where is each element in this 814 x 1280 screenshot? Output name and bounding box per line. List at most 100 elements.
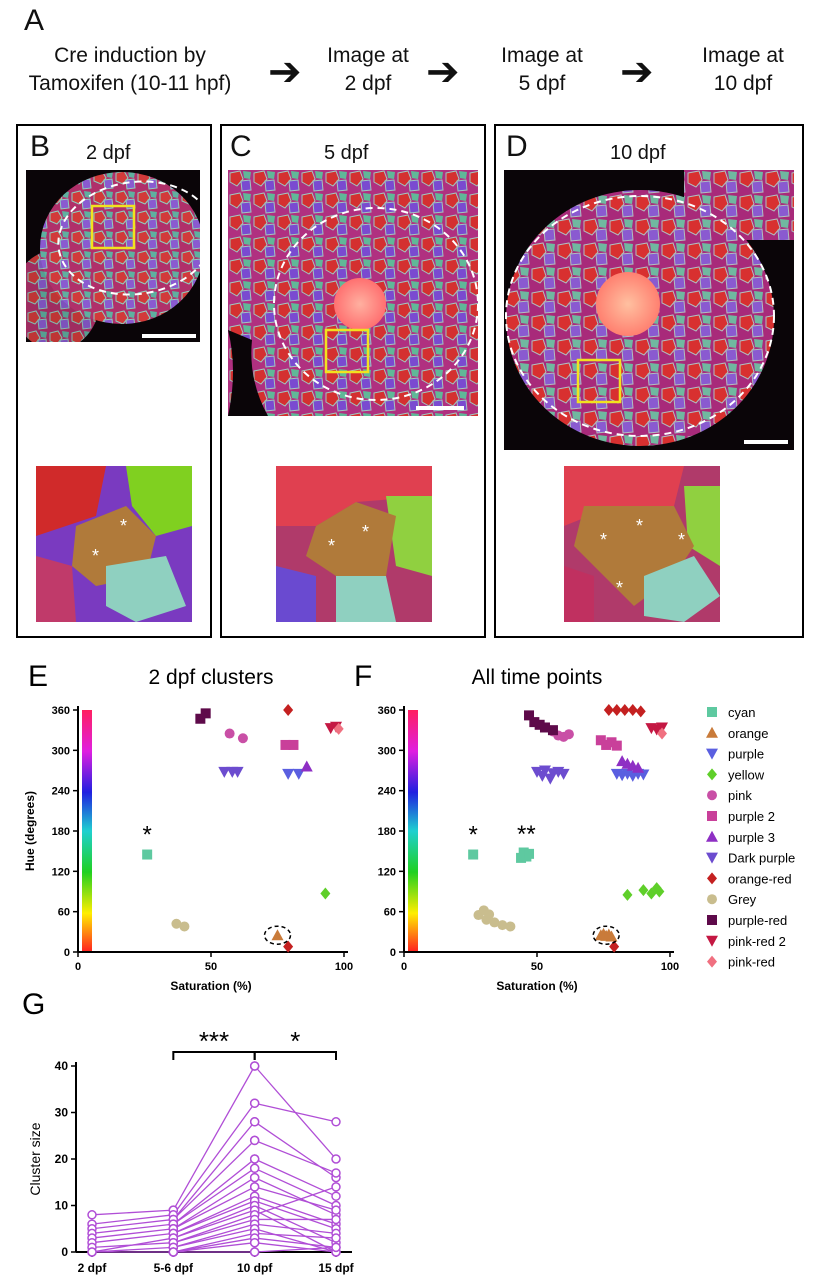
embryo-image-10dpf <box>504 170 794 450</box>
legend-label: purple <box>728 747 764 762</box>
data-point <box>609 940 620 953</box>
legend-marker <box>706 748 718 760</box>
data-point <box>249 1098 260 1108</box>
cluster-line <box>254 1223 337 1235</box>
legend-marker <box>707 790 717 801</box>
y-tick-label: 60 <box>384 907 396 919</box>
cluster-line <box>91 1228 174 1239</box>
x-tick-label: 50 <box>531 961 543 973</box>
data-point <box>497 920 508 931</box>
cluster-line <box>172 1102 256 1216</box>
y-tick-label: 240 <box>378 786 396 798</box>
data-point <box>654 885 665 898</box>
arrow-icon: ➔ <box>426 50 460 94</box>
cluster-line <box>173 1223 255 1248</box>
y-tick-label: 10 <box>55 1199 69 1213</box>
y-tick-label: 60 <box>58 907 70 919</box>
arrow-icon: ➔ <box>620 50 654 94</box>
data-point <box>231 766 244 778</box>
zoom-image-10dpf: * * * * <box>564 466 720 622</box>
significance-label: * <box>468 822 477 849</box>
data-point <box>563 729 574 740</box>
y-tick-label: 240 <box>52 786 70 798</box>
chart-title: All time points <box>472 666 603 689</box>
cluster-line <box>172 1121 256 1220</box>
panel-letter: F <box>354 660 372 693</box>
cluster-asterisk: * <box>636 516 643 536</box>
data-point <box>331 1182 341 1192</box>
data-point <box>249 1182 260 1192</box>
legend-label: Dark purple <box>728 851 795 866</box>
cluster-line <box>91 1242 174 1248</box>
panel-c-frame <box>220 124 486 638</box>
cluster-line <box>91 1223 174 1235</box>
data-point <box>531 766 543 778</box>
data-point <box>271 929 284 941</box>
legend-marker <box>706 830 718 842</box>
data-point <box>635 705 646 718</box>
data-point <box>249 1061 260 1071</box>
data-point <box>283 704 294 716</box>
data-point <box>524 848 535 859</box>
cluster-line <box>173 1237 255 1253</box>
cluster-line <box>173 1200 255 1235</box>
data-point <box>331 1214 341 1225</box>
data-point <box>249 1172 260 1183</box>
data-point <box>331 1205 341 1215</box>
data-point <box>516 852 527 863</box>
y-tick-label: 120 <box>52 866 70 878</box>
data-point <box>288 739 299 750</box>
data-point <box>280 739 291 750</box>
cluster-line <box>173 1209 255 1239</box>
y-tick-label: 40 <box>55 1059 69 1073</box>
legend-marker <box>707 872 717 885</box>
y-tick-label: 0 <box>390 947 396 959</box>
cluster-line <box>254 1237 337 1248</box>
step-line1: Image at <box>702 44 784 67</box>
cluster-line <box>173 1218 255 1244</box>
x-tick-label: 50 <box>205 961 217 973</box>
panel-b-letter: B <box>30 130 51 163</box>
data-point <box>168 1247 179 1257</box>
cluster-asterisk: * <box>616 578 623 598</box>
data-point <box>292 768 305 780</box>
data-point <box>627 704 638 716</box>
panel-c-timepoint: 5 dpf <box>324 142 369 164</box>
data-point <box>249 1117 260 1127</box>
scatter-chart-f: F All time points 0 60 120 180 240 300 360 0 50 100… <box>354 660 679 993</box>
cluster-line <box>254 1204 337 1244</box>
cluster-asterisk: * <box>328 536 335 556</box>
data-point <box>283 940 294 953</box>
legend-label: yellow <box>728 767 765 782</box>
cluster-line <box>91 1232 174 1244</box>
data-point <box>249 1163 260 1174</box>
y-tick-label: 30 <box>55 1106 69 1120</box>
cluster-line <box>91 1209 174 1216</box>
cluster-asterisk: * <box>678 530 685 550</box>
cluster-line <box>91 1246 174 1253</box>
panel-c-letter: C <box>230 130 252 163</box>
data-point <box>632 761 645 773</box>
data-point <box>606 737 617 748</box>
panel-b-timepoint: 2 dpf <box>86 142 131 164</box>
data-point <box>142 849 153 860</box>
panel-d-timepoint: 10 dpf <box>610 142 666 164</box>
y-tick-label: 20 <box>55 1152 69 1166</box>
data-point <box>331 1191 341 1201</box>
data-point <box>331 1233 341 1243</box>
hue-color-bar <box>82 710 92 952</box>
data-point <box>249 1237 260 1248</box>
legend: cyan orange purple yellow pink purple 2 purple… <box>706 705 795 970</box>
x-axis-label: Saturation (%) <box>496 979 577 993</box>
cluster-asterisk: * <box>120 516 127 536</box>
y-axis-label: Hue (degrees) <box>23 791 37 871</box>
cluster-line <box>254 1102 337 1123</box>
legend-label: purple 2 <box>728 809 775 824</box>
cluster-line <box>254 1242 337 1253</box>
embryo-image-2dpf <box>26 170 200 342</box>
x-tick-label: 100 <box>335 961 353 973</box>
significance-label: * <box>142 822 151 849</box>
data-point <box>179 921 190 932</box>
data-point <box>611 704 622 716</box>
